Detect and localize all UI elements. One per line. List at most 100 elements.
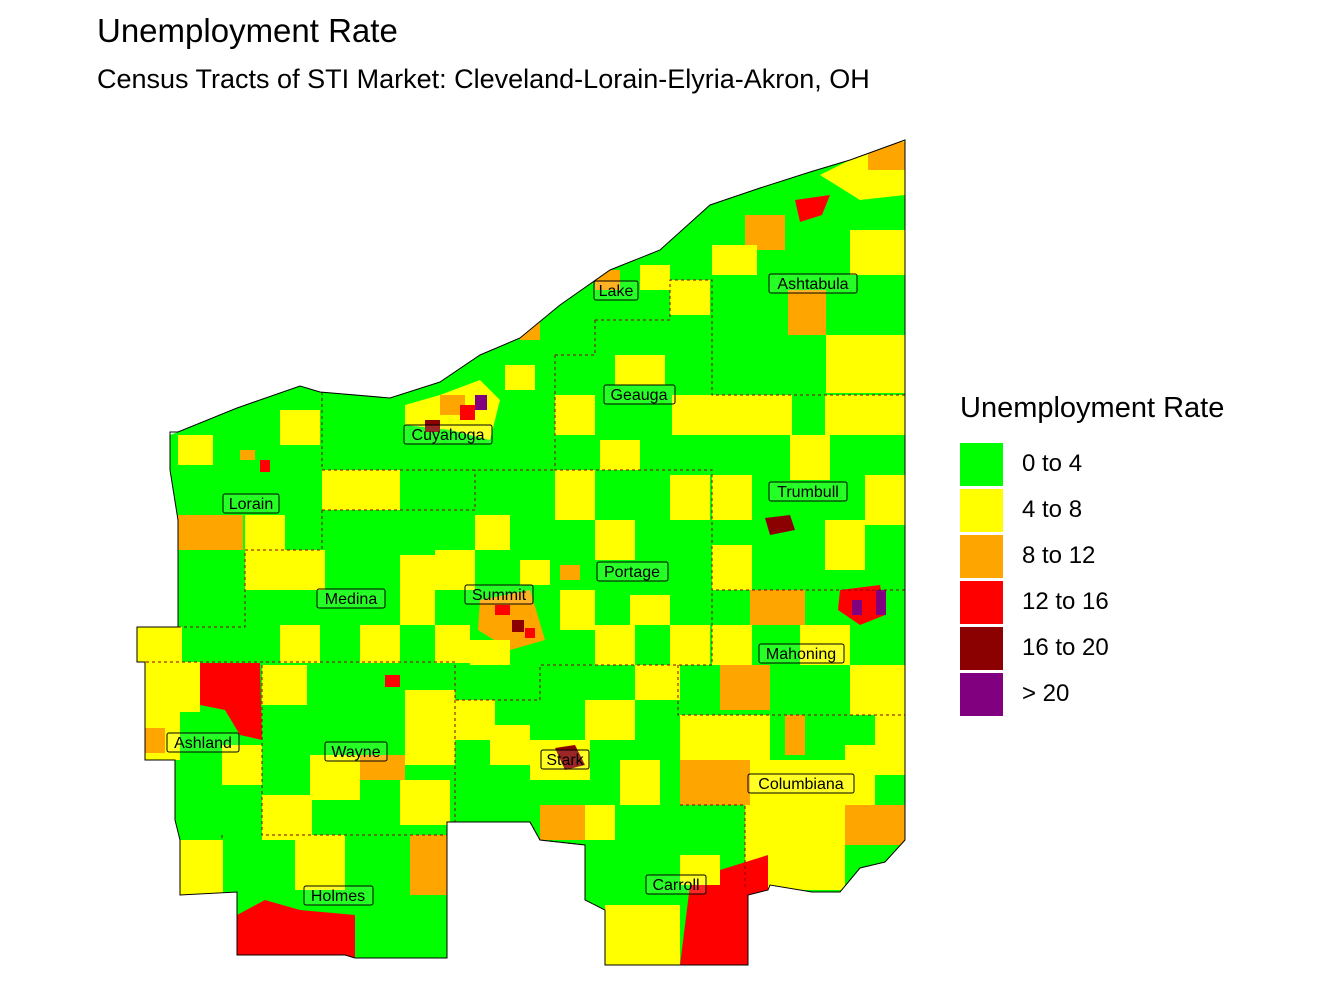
- legend-label: 8 to 12: [1022, 542, 1096, 569]
- tract: [178, 435, 213, 465]
- tract: [137, 627, 182, 662]
- svg-text:Geauga: Geauga: [611, 387, 668, 404]
- map-title: Unemployment Rate: [97, 12, 398, 49]
- tract: [512, 620, 524, 632]
- legend-label: 0 to 4: [1022, 450, 1083, 477]
- county-label-summit: Summit: [464, 584, 534, 605]
- county-label-holmes: Holmes: [303, 885, 374, 906]
- tract: [595, 520, 635, 560]
- svg-text:Wayne: Wayne: [331, 744, 380, 761]
- svg-text:Ashtabula: Ashtabula: [777, 276, 848, 293]
- tract: [876, 590, 886, 615]
- tract: [280, 410, 320, 445]
- tract: [475, 395, 487, 410]
- tract: [240, 450, 255, 460]
- legend-item: 0 to 4: [960, 441, 1224, 487]
- county-label-stark: Stark: [540, 749, 590, 770]
- legend-swatch: [960, 488, 1003, 532]
- tract: [555, 395, 595, 435]
- svg-text:Carroll: Carroll: [652, 877, 699, 894]
- tract: [635, 665, 680, 700]
- county-label-mahoning: Mahoning: [758, 643, 845, 664]
- tract: [620, 760, 660, 805]
- tract: [145, 728, 165, 753]
- tract: [145, 662, 200, 712]
- legend-label: 16 to 20: [1022, 634, 1109, 661]
- tract: [410, 835, 447, 895]
- tract: [865, 475, 905, 525]
- legend-label: 4 to 8: [1022, 496, 1083, 523]
- svg-text:Columbiana: Columbiana: [758, 776, 843, 793]
- legend-item: 4 to 8: [960, 487, 1224, 533]
- census-tracts: [137, 140, 905, 965]
- legend-label: > 20: [1022, 680, 1070, 707]
- svg-text:Ashland: Ashland: [174, 735, 232, 752]
- tract: [490, 725, 530, 765]
- tract: [285, 550, 325, 590]
- tract: [680, 855, 720, 885]
- tract: [237, 900, 355, 958]
- tract: [200, 663, 262, 740]
- tract: [850, 230, 905, 275]
- tract: [670, 280, 710, 315]
- legend-item: 12 to 16: [960, 579, 1224, 625]
- svg-text:Holmes: Holmes: [311, 888, 365, 905]
- tract: [825, 395, 905, 435]
- tract: [460, 405, 475, 420]
- tract: [355, 470, 400, 510]
- county-label-lorain: Lorain: [222, 493, 280, 514]
- tract: [322, 470, 355, 510]
- tract: [178, 840, 223, 895]
- tract: [672, 395, 712, 435]
- legend-item: 8 to 12: [960, 533, 1224, 579]
- county-label-wayne: Wayne: [324, 741, 388, 762]
- svg-text:Trumbull: Trumbull: [777, 484, 839, 501]
- tract: [826, 335, 905, 393]
- tract: [765, 515, 795, 535]
- tract: [400, 590, 435, 625]
- tract: [520, 560, 550, 585]
- tract: [712, 245, 757, 275]
- svg-text:Lorain: Lorain: [229, 496, 273, 513]
- svg-text:Summit: Summit: [472, 587, 527, 604]
- tract: [615, 355, 665, 385]
- legend-item: > 20: [960, 671, 1224, 717]
- legend-label: 12 to 16: [1022, 588, 1109, 615]
- tract: [630, 595, 670, 625]
- tract: [405, 690, 455, 765]
- tract: [560, 590, 595, 630]
- svg-text:Cuyahoga: Cuyahoga: [412, 427, 485, 444]
- tract: [850, 665, 905, 715]
- tract: [670, 625, 710, 665]
- county-label-medina: Medina: [316, 588, 386, 609]
- tract: [712, 545, 752, 590]
- county-label-ashtabula: Ashtabula: [768, 273, 858, 294]
- tract: [525, 628, 535, 638]
- tract: [360, 625, 400, 663]
- tract: [280, 625, 320, 663]
- tract: [555, 745, 585, 770]
- tract: [800, 625, 850, 665]
- county-label-ashland: Ashland: [166, 732, 240, 753]
- map-subtitle: Census Tracts of STI Market: Cleveland-L…: [97, 64, 870, 94]
- tract: [750, 590, 805, 625]
- tract: [178, 515, 243, 550]
- legend-swatch: [960, 672, 1003, 716]
- legend-title: Unemployment Rate: [960, 392, 1225, 424]
- tract: [260, 460, 270, 472]
- tract: [670, 475, 710, 520]
- tract: [712, 475, 752, 520]
- tract: [745, 215, 785, 250]
- tract: [555, 470, 595, 520]
- tract: [400, 555, 435, 595]
- tract: [640, 265, 670, 290]
- legend: Unemployment Rate 0 to 4 4 to 8 8 to 12 …: [960, 392, 1224, 717]
- legend-swatch: [960, 580, 1003, 624]
- county-label-geauga: Geauga: [603, 384, 676, 405]
- tract: [295, 835, 345, 890]
- tract: [475, 515, 510, 550]
- svg-text:Mahoning: Mahoning: [766, 646, 836, 663]
- tract: [385, 675, 400, 687]
- tract: [470, 640, 510, 665]
